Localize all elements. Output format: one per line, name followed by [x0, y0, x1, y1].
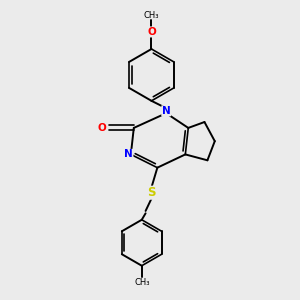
Text: CH₃: CH₃: [144, 11, 159, 20]
Text: N: N: [162, 106, 171, 116]
Text: N: N: [124, 149, 133, 159]
Text: CH₃: CH₃: [134, 278, 149, 287]
Text: O: O: [147, 27, 156, 37]
Text: O: O: [98, 123, 107, 133]
Text: S: S: [147, 186, 156, 199]
